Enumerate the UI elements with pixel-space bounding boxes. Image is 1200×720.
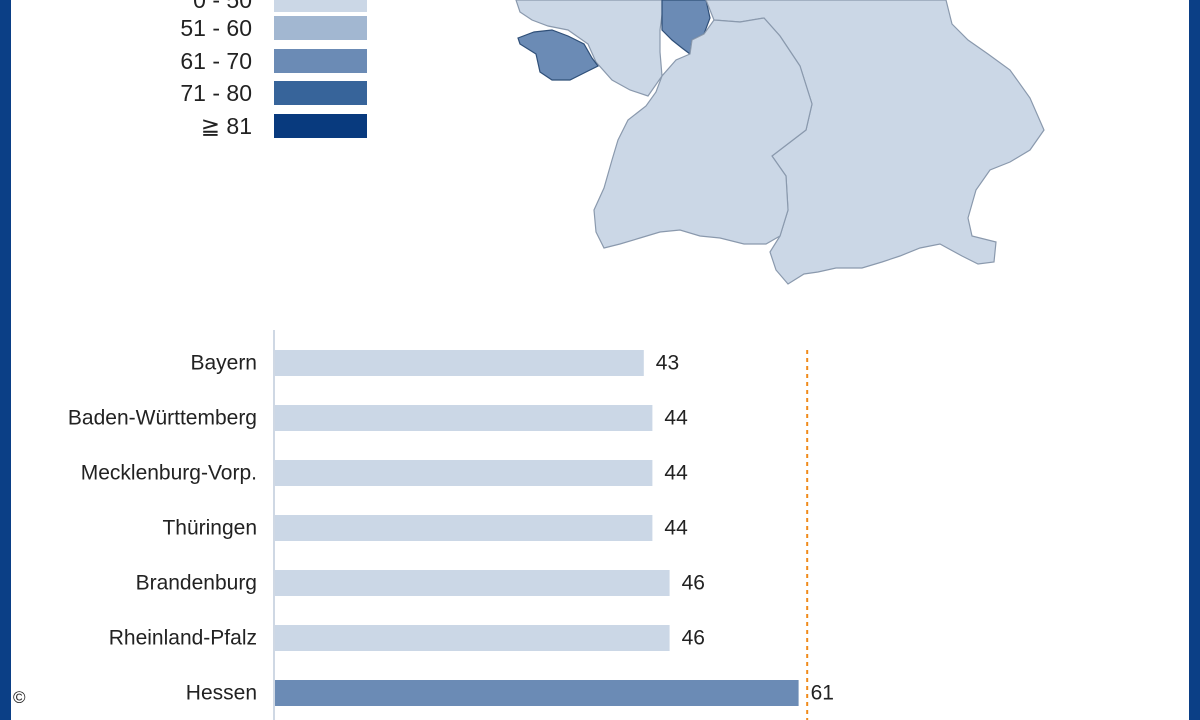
legend-swatch	[274, 114, 367, 138]
category-label: Baden-Württemberg	[68, 407, 257, 430]
copyright-symbol: ©	[13, 688, 26, 707]
category-label: Bayern	[190, 352, 257, 375]
legend-item-1: 51 - 60	[0, 15, 380, 41]
category-label: Hessen	[186, 682, 257, 705]
legend-swatch	[274, 16, 367, 40]
legend-swatch	[274, 81, 367, 105]
map-state-baden-wuerttemberg	[593, 17, 813, 249]
bar	[275, 350, 644, 376]
value-label: 44	[664, 407, 688, 430]
legend-item-3: 71 - 80	[0, 80, 380, 106]
value-label: 44	[664, 517, 688, 540]
bar	[275, 680, 799, 706]
legend-item-4: ≧ 81	[0, 113, 380, 139]
value-label: 46	[682, 627, 705, 650]
value-label: 46	[682, 572, 705, 595]
bar-chart: Bayern 43 Baden-Württemberg 44 Mecklenburg-V…	[68, 330, 834, 720]
legend-label: 0 - 50	[193, 0, 252, 13]
bar	[275, 460, 653, 486]
category-label: Brandenburg	[136, 572, 257, 595]
map-state-west	[515, 0, 665, 97]
value-label: 43	[656, 352, 679, 375]
legend-item-0: 0 - 50	[0, 0, 380, 13]
legend-label: 61 - 70	[180, 48, 252, 74]
legend: 0 - 50 51 - 60 61 - 70 71 - 80 ≧ 81	[0, 0, 400, 150]
legend-label: ≧ 81	[200, 113, 252, 139]
legend-swatch	[274, 0, 367, 12]
legend-label: 71 - 80	[180, 80, 252, 106]
map-state-saarland	[517, 29, 599, 81]
legend-item-2: 61 - 70	[0, 48, 380, 74]
category-label: Thüringen	[162, 517, 257, 540]
bar	[275, 570, 670, 596]
bar	[275, 515, 653, 541]
bar	[275, 625, 670, 651]
bar	[275, 405, 653, 431]
value-label: 44	[664, 462, 688, 485]
category-label: Mecklenburg-Vorp.	[81, 462, 257, 485]
legend-swatch	[274, 49, 367, 73]
frame-left-border	[0, 0, 11, 720]
frame-right-border	[1189, 0, 1200, 720]
germany-map	[515, 0, 1045, 285]
legend-label: 51 - 60	[180, 15, 252, 41]
value-label: 61	[811, 682, 834, 705]
category-label: Rheinland-Pfalz	[109, 627, 257, 650]
